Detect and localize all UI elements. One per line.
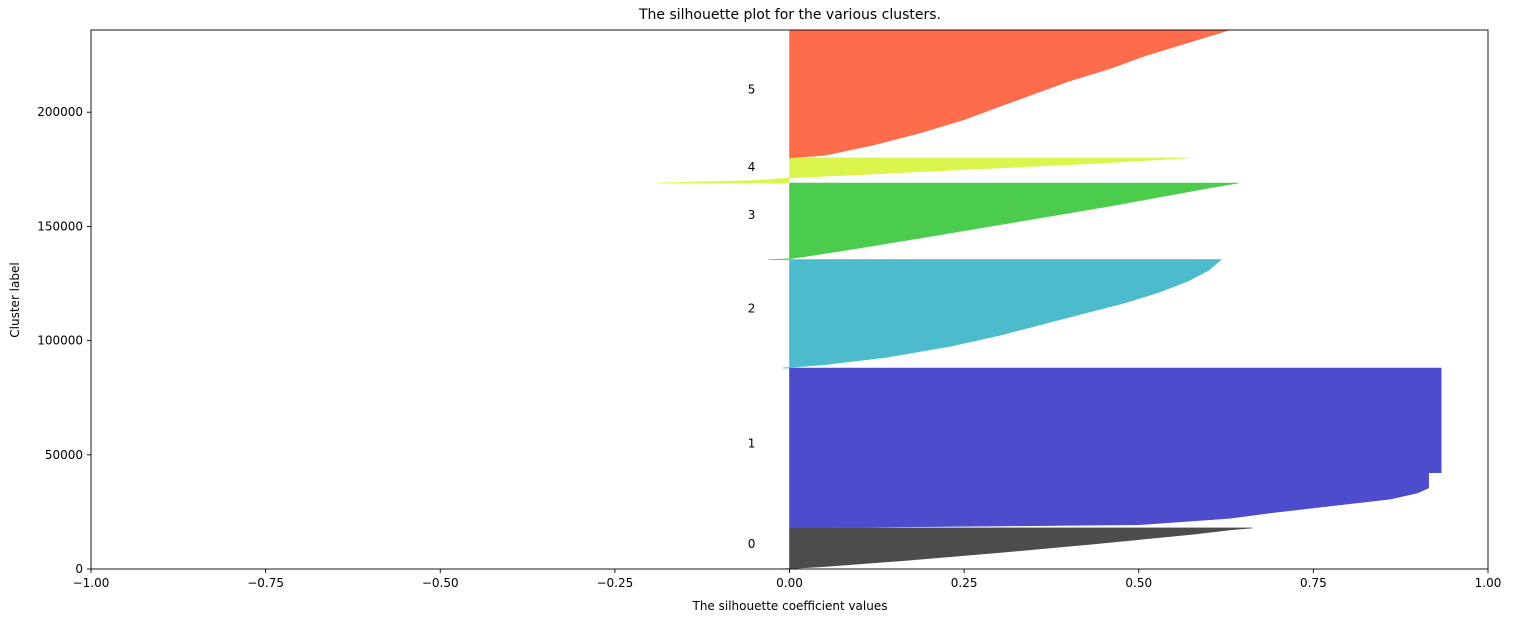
cluster-label-0: 0 [748, 537, 756, 551]
x-tick-label: −0.25 [596, 576, 633, 590]
cluster-label-5: 5 [748, 82, 756, 96]
y-tick-label: 50000 [45, 448, 83, 462]
silhouette-area-cluster-0 [779, 527, 1253, 569]
cluster-labels: 0 1 2 3 4 5 [748, 82, 756, 550]
x-tick-label: 0.50 [1125, 576, 1152, 590]
x-axis-ticks: −1.00 −0.75 −0.50 −0.25 0.00 0.25 0.50 0.75 1.00 [73, 569, 1502, 590]
x-tick-label: 1.00 [1475, 576, 1502, 590]
y-tick-label: 200000 [37, 105, 83, 119]
silhouette-area-cluster-2 [782, 259, 1222, 369]
x-axis-label: The silhouette coefficient values [692, 599, 888, 613]
x-tick-label: 0.25 [951, 576, 978, 590]
cluster-label-3: 3 [748, 208, 756, 222]
silhouette-area-cluster-5 [789, 30, 1230, 159]
x-tick-label: −0.50 [422, 576, 459, 590]
cluster-label-2: 2 [748, 302, 756, 316]
cluster-label-1: 1 [748, 436, 756, 450]
y-tick-label: 150000 [37, 219, 83, 233]
y-tick-label: 100000 [37, 334, 83, 348]
silhouette-area-cluster-3 [768, 182, 1239, 260]
silhouette-areas [656, 30, 1442, 569]
x-tick-label: −1.00 [73, 576, 110, 590]
chart-title: The silhouette plot for the various clus… [638, 7, 941, 23]
x-tick-label: −0.75 [247, 576, 284, 590]
silhouette-area-cluster-1 [789, 367, 1442, 529]
y-axis-label: Cluster label [8, 262, 22, 337]
y-tick-label: 0 [75, 562, 83, 576]
silhouette-area-cluster-4 [656, 157, 1189, 184]
cluster-label-4: 4 [748, 160, 756, 174]
x-tick-label: 0.00 [776, 576, 803, 590]
x-tick-label: 0.75 [1300, 576, 1327, 590]
y-axis-ticks: 0 50000 100000 150000 200000 [37, 105, 91, 576]
